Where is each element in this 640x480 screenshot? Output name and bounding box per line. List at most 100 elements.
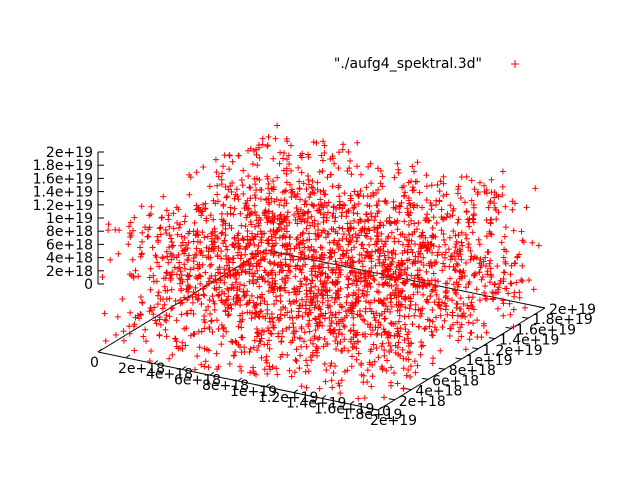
data-point [218, 210, 225, 217]
data-point [283, 179, 290, 186]
data-point [197, 280, 204, 287]
data-point [242, 223, 249, 230]
data-point [237, 363, 244, 370]
data-point [363, 184, 370, 191]
data-point [351, 188, 358, 195]
data-point [178, 285, 185, 292]
data-point [324, 174, 331, 181]
data-point [269, 267, 276, 274]
data-point [401, 218, 408, 225]
data-point [251, 241, 258, 248]
data-point [161, 283, 168, 290]
data-point [306, 236, 313, 243]
data-point [225, 293, 232, 300]
data-point [495, 193, 502, 200]
data-point [162, 287, 169, 294]
data-point [270, 324, 277, 331]
data-point [336, 320, 343, 327]
data-point [251, 175, 258, 182]
data-point [452, 232, 459, 239]
data-point [429, 306, 436, 313]
data-point [215, 292, 222, 299]
data-point [181, 325, 188, 332]
data-point [306, 317, 313, 324]
data-point [292, 194, 299, 201]
data-point [331, 160, 338, 167]
data-point [276, 160, 283, 167]
data-point [412, 241, 419, 248]
data-point [253, 212, 260, 219]
data-point [147, 265, 154, 272]
data-point [379, 183, 386, 190]
data-point [525, 277, 532, 284]
data-point [442, 241, 449, 248]
data-point [200, 164, 207, 171]
data-point [246, 270, 253, 277]
data-point [280, 150, 287, 157]
data-point [105, 227, 112, 234]
y-tick-label: 2e+18 [399, 394, 446, 410]
data-point [291, 289, 298, 296]
data-point [395, 318, 402, 325]
data-point [387, 308, 394, 315]
data-point [226, 360, 233, 367]
data-point [300, 256, 307, 263]
data-point [364, 283, 371, 290]
z-tick-label: 0 [84, 277, 93, 293]
data-point [324, 230, 331, 237]
data-point [299, 296, 306, 303]
data-point [138, 251, 145, 258]
data-point [339, 205, 346, 212]
data-point [224, 193, 231, 200]
data-point [219, 229, 226, 236]
data-point [321, 149, 328, 156]
data-point [289, 337, 296, 344]
data-point [227, 182, 234, 189]
data-point [329, 269, 336, 276]
data-point [359, 225, 366, 232]
data-point [478, 276, 485, 283]
data-point [467, 256, 474, 263]
data-point [99, 274, 106, 281]
data-point [416, 282, 423, 289]
data-point [449, 253, 456, 260]
data-point [397, 289, 404, 296]
data-point [535, 242, 542, 249]
data-point [455, 216, 462, 223]
data-point [340, 231, 347, 238]
data-point [447, 213, 454, 220]
data-point [479, 273, 486, 280]
data-point [253, 333, 260, 340]
x-tick-label: 1.2e+19 [258, 390, 318, 406]
data-point [246, 309, 253, 316]
data-point [432, 233, 439, 240]
data-point [223, 262, 230, 269]
data-point [185, 257, 192, 264]
data-point [184, 245, 191, 252]
data-point [397, 203, 404, 210]
data-point [337, 285, 344, 292]
data-point [227, 204, 234, 211]
data-point [207, 212, 214, 219]
data-point [338, 377, 345, 384]
data-point [490, 200, 497, 207]
data-point [401, 280, 408, 287]
data-point [452, 244, 459, 251]
y-tick-mark [538, 306, 546, 309]
data-point [374, 225, 381, 232]
data-point [188, 307, 195, 314]
data-point [343, 299, 350, 306]
data-point [410, 187, 417, 194]
data-point [287, 300, 294, 307]
data-point [356, 258, 363, 265]
data-point [292, 216, 299, 223]
data-point [190, 310, 197, 317]
data-point [339, 146, 346, 153]
data-point [160, 193, 167, 200]
data-point [370, 272, 377, 279]
data-point [112, 331, 119, 338]
data-point [255, 330, 262, 337]
data-point [183, 310, 190, 317]
data-point [358, 361, 365, 368]
data-point [198, 300, 205, 307]
